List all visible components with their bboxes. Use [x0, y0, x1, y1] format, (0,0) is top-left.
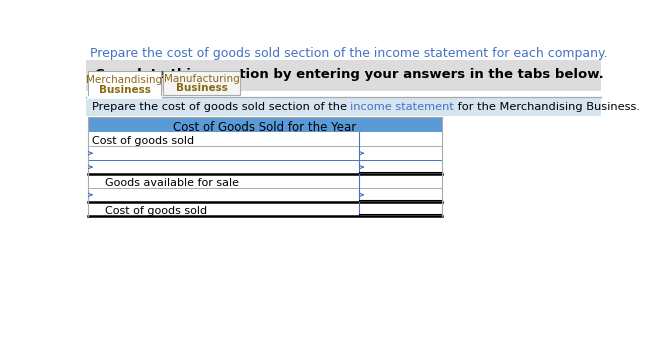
Text: Goods available for sale: Goods available for sale [98, 178, 239, 188]
FancyBboxPatch shape [88, 160, 442, 174]
Text: Business: Business [176, 83, 228, 93]
FancyBboxPatch shape [88, 188, 442, 202]
Text: Prepare the cost of goods sold section of the income statement for each company.: Prepare the cost of goods sold section o… [90, 47, 608, 60]
Text: for the Merchandising Business.: for the Merchandising Business. [454, 102, 640, 112]
Text: Cost of goods sold: Cost of goods sold [92, 136, 194, 146]
Text: income statement: income statement [350, 102, 454, 112]
FancyBboxPatch shape [88, 71, 161, 97]
Text: Complete this question by entering your answers in the tabs below.: Complete this question by entering your … [94, 68, 604, 81]
FancyBboxPatch shape [86, 60, 601, 91]
FancyBboxPatch shape [88, 146, 442, 160]
FancyBboxPatch shape [88, 202, 442, 216]
Text: Cost of Goods Sold for the Year: Cost of Goods Sold for the Year [173, 121, 356, 134]
Text: Cost of goods sold: Cost of goods sold [98, 205, 208, 216]
Text: Merchandising: Merchandising [86, 76, 163, 85]
FancyBboxPatch shape [88, 132, 442, 146]
Text: Prepare the cost of goods sold section of the: Prepare the cost of goods sold section o… [92, 102, 350, 112]
FancyBboxPatch shape [86, 97, 601, 115]
FancyBboxPatch shape [88, 174, 442, 188]
FancyBboxPatch shape [163, 71, 241, 95]
Text: Business: Business [98, 85, 150, 95]
FancyBboxPatch shape [88, 117, 442, 132]
Text: Manufacturing: Manufacturing [163, 74, 239, 84]
